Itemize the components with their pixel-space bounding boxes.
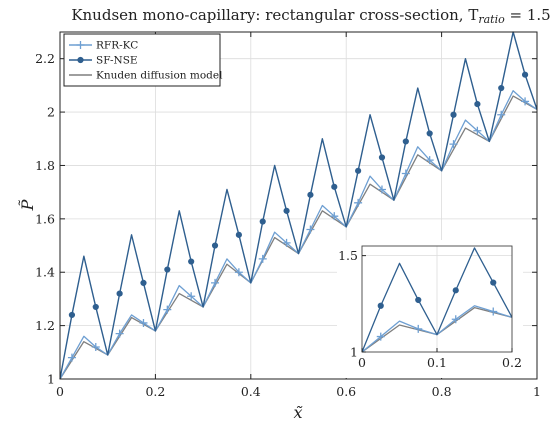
inset-series xyxy=(362,247,512,352)
data-point-plus xyxy=(425,156,434,165)
data-point-circle xyxy=(283,207,290,214)
plot-frame xyxy=(59,31,538,380)
inset-background xyxy=(337,240,523,378)
inset-x-tick-label: 0.2 xyxy=(502,355,522,370)
data-point-plus xyxy=(401,169,410,178)
data-point-plus xyxy=(306,225,315,234)
data-point-circle xyxy=(378,154,386,161)
data-point-circle xyxy=(140,279,147,287)
data-point-plus xyxy=(67,353,76,362)
data-point-plus xyxy=(451,315,460,324)
data-point-plus xyxy=(521,97,530,106)
legend-label: SF-NSE xyxy=(96,55,138,67)
series-line xyxy=(59,31,538,380)
data-point-plus xyxy=(258,254,267,263)
data-point-circle xyxy=(188,258,195,265)
grid xyxy=(59,32,538,380)
data-point-plus xyxy=(449,140,458,149)
data-point-plus xyxy=(489,307,498,316)
data-point-circle xyxy=(92,303,99,311)
x-tick-label: 0 xyxy=(56,384,64,399)
y-tick-label: 2.2 xyxy=(35,51,55,66)
y-tick-label: 1.2 xyxy=(35,318,55,333)
data-point-circle xyxy=(307,191,314,198)
y-tick-label: 2 xyxy=(47,105,55,120)
inset-x-tick-label: 0.1 xyxy=(427,355,447,370)
y-tick-label: 1.4 xyxy=(35,265,55,280)
data-point-circle xyxy=(377,302,384,309)
y-tick-label: 1.6 xyxy=(35,211,55,226)
data-point-plus xyxy=(354,198,363,207)
data-point-circle xyxy=(426,130,433,137)
data-point-circle xyxy=(415,296,422,304)
data-point-circle xyxy=(521,71,529,78)
data-point-plus xyxy=(497,110,506,119)
data-point-circle xyxy=(331,183,338,190)
y-axis-label: P̃ xyxy=(18,199,37,211)
plot-series xyxy=(59,31,538,380)
inset-y-tick-label: 1 xyxy=(350,345,358,360)
data-point-circle xyxy=(452,287,459,294)
data-point-plus xyxy=(377,185,386,194)
axes: 0 0.2 0.4 0.6 0.8 1 1 1.2 1.4 1.6 1.8 2 2.2 xyxy=(35,31,541,399)
y-tick-label: 1 xyxy=(47,372,55,387)
legend-label: Knuden diffusion model xyxy=(96,70,223,82)
data-point-circle xyxy=(77,56,84,64)
data-point-circle xyxy=(355,167,362,174)
data-point-circle xyxy=(490,279,497,286)
y-tick-label: 1.8 xyxy=(35,158,55,173)
inset-x-tick-label: 0 xyxy=(358,355,366,370)
data-point-circle xyxy=(235,231,242,238)
data-point-plus xyxy=(139,318,148,327)
data-point-circle xyxy=(211,242,219,249)
legend-label: RFR-KC xyxy=(96,40,138,52)
data-point-plus xyxy=(414,324,423,333)
legend: RFR-KC SF-NSE Knuden diffusion model xyxy=(63,33,223,87)
data-point-plus xyxy=(91,342,100,351)
legend-item: Knuden diffusion model xyxy=(69,70,223,82)
data-point-circle xyxy=(402,138,409,145)
x-axis-label: x̃ xyxy=(293,403,302,422)
data-point-plus xyxy=(187,292,196,301)
data-point-plus xyxy=(473,126,482,135)
x-tick-label: 0.8 xyxy=(432,384,452,399)
legend-item: RFR-KC xyxy=(69,40,138,52)
data-point-plus xyxy=(115,329,124,338)
data-point-plus xyxy=(163,305,172,314)
data-point-circle xyxy=(68,311,76,319)
data-point-plus xyxy=(282,238,291,247)
inset-chart: 0 0.1 0.2 1 1.5 xyxy=(337,240,523,378)
legend-item: SF-NSE xyxy=(69,55,138,67)
inset-y-tick-label: 1.5 xyxy=(338,248,358,263)
data-point-plus xyxy=(330,212,339,221)
data-point-plus xyxy=(211,278,220,287)
data-point-circle xyxy=(259,218,266,225)
data-point-plus xyxy=(234,268,243,277)
inset-series-line xyxy=(362,247,512,352)
x-tick-label: 0.6 xyxy=(336,384,356,399)
chart-title: Knudsen mono-capillary: rectangular cros… xyxy=(71,6,550,26)
data-point-circle xyxy=(450,111,457,118)
data-point-plus xyxy=(376,332,385,341)
data-point-circle xyxy=(474,100,481,108)
x-tick-label: 1 xyxy=(533,384,541,399)
x-tick-label: 0.2 xyxy=(145,384,165,399)
data-point-circle xyxy=(164,266,171,273)
data-point-plus xyxy=(76,41,85,49)
series-sf-nse xyxy=(59,31,538,380)
data-point-circle xyxy=(498,84,505,92)
data-point-circle xyxy=(116,290,123,297)
x-tick-label: 0.4 xyxy=(241,384,261,399)
